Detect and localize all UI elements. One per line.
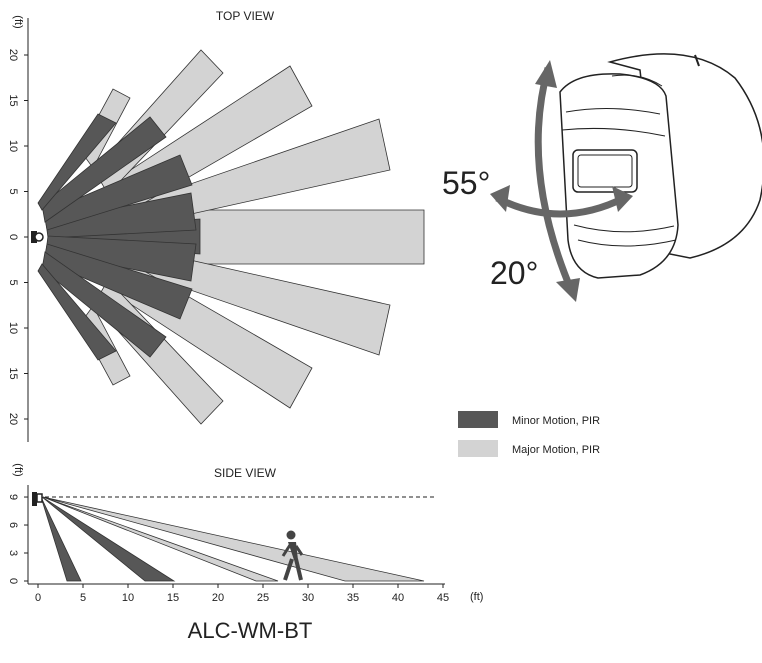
side-x-tick-label: 25 [257, 592, 269, 604]
minor-zone [37, 113, 117, 211]
side-x-tick-label: 15 [167, 592, 179, 604]
side-x-tick-label: 20 [212, 592, 224, 604]
top-axis-tick-label: 10 [7, 322, 19, 334]
legend: Minor Motion, PIR Major Motion, PIR [458, 411, 600, 457]
side-y-tick-label: 9 [7, 494, 19, 500]
top-view-unit: (ft) [12, 15, 24, 28]
minor-zone [43, 154, 193, 231]
minor-zone [37, 263, 117, 361]
vertical-angle-label: 20° [490, 255, 538, 291]
model-name: ALC-WM-BT [187, 618, 313, 643]
side-x-tick-label: 40 [392, 592, 404, 604]
side-x-tick-label: 35 [347, 592, 359, 604]
side-view-title: SIDE VIEW [214, 466, 277, 480]
top-axis-tick-label: 10 [7, 140, 19, 152]
minor-zone [45, 192, 197, 239]
top-view-y-axis: 20 15 10 5 0 5 10 15 20 [7, 18, 29, 442]
side-view-y-unit: (ft) [12, 463, 24, 476]
side-major-zones [42, 496, 425, 582]
side-y-tick-label: 6 [7, 522, 19, 528]
side-minor-zones [40, 496, 176, 582]
minor-zone [45, 235, 197, 282]
sensor-top-icon [31, 231, 44, 243]
side-minor-zone [40, 496, 82, 582]
sensor-side-icon [32, 492, 43, 506]
minor-motion-zones [37, 113, 201, 361]
side-view-x-unit: (ft) [470, 591, 483, 603]
side-x-tick-label: 30 [302, 592, 314, 604]
side-major-zone [42, 496, 279, 582]
side-x-tick-label: 5 [80, 592, 86, 604]
minor-zone [41, 116, 167, 223]
legend-minor-swatch [458, 411, 498, 428]
sensor-device-illustration [490, 53, 762, 302]
side-y-tick-label: 0 [7, 578, 19, 584]
top-axis-tick-label: 5 [7, 188, 19, 194]
horizontal-angle-label: 55° [442, 165, 490, 201]
top-axis-tick-label: 15 [7, 367, 19, 379]
legend-minor-label: Minor Motion, PIR [512, 415, 600, 427]
top-axis-tick-label: 15 [7, 94, 19, 106]
side-major-zone [42, 496, 425, 582]
side-minor-zone [41, 496, 176, 582]
minor-zone [41, 251, 167, 358]
side-x-tick-label: 0 [35, 592, 41, 604]
top-axis-tick-label: 20 [7, 49, 19, 61]
side-x-tick-label: 45 [437, 592, 449, 604]
side-y-tick-label: 3 [7, 550, 19, 556]
top-axis-tick-label: 0 [7, 234, 19, 240]
top-axis-tick-label: 20 [7, 413, 19, 425]
legend-major-swatch [458, 440, 498, 457]
top-axis-tick-label: 5 [7, 279, 19, 285]
legend-major-label: Major Motion, PIR [512, 444, 600, 456]
side-x-tick-label: 10 [122, 592, 134, 604]
top-view-title: TOP VIEW [216, 9, 275, 23]
person-icon [281, 530, 304, 581]
minor-zone [43, 243, 193, 320]
